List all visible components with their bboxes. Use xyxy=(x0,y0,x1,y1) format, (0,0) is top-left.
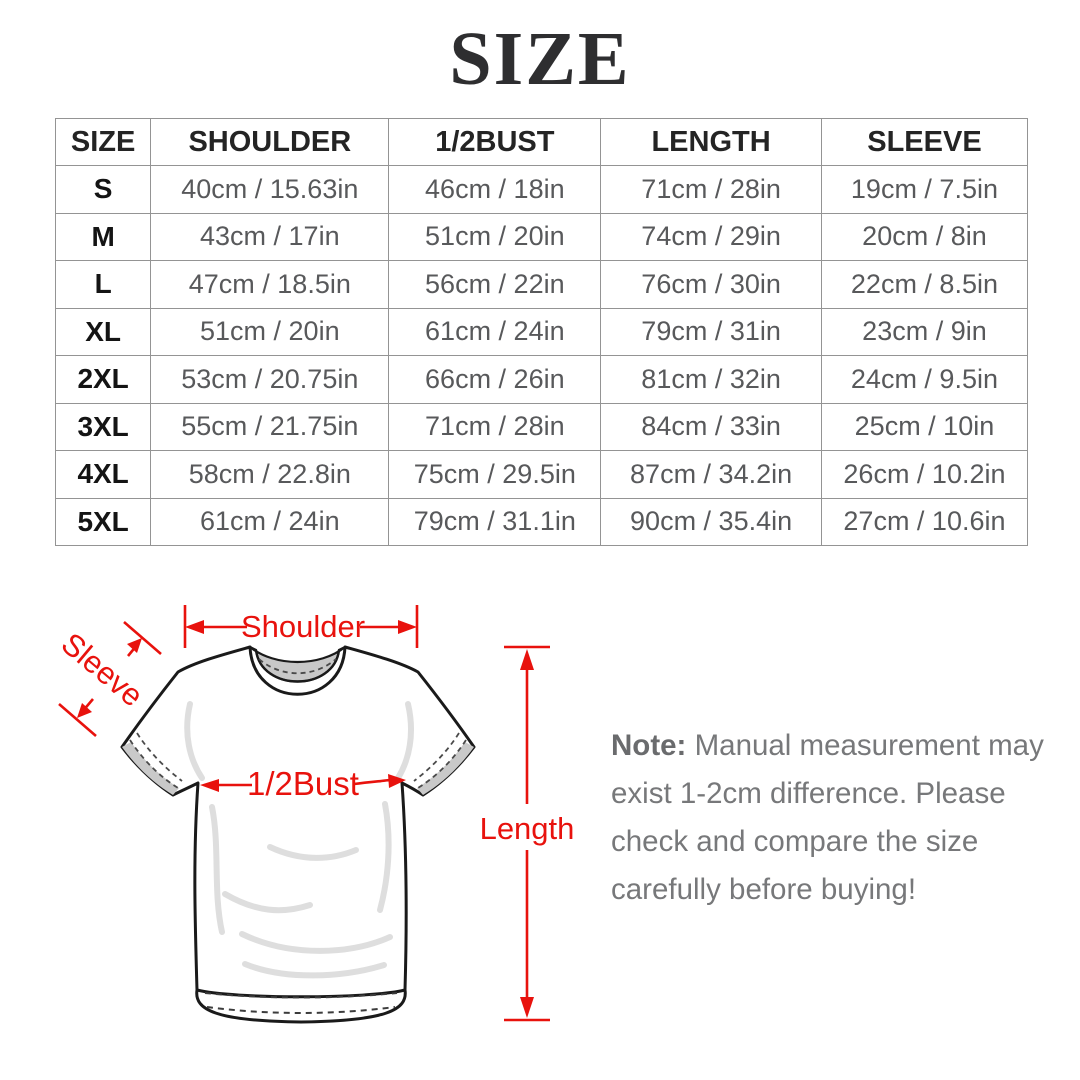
table-row: L 47cm / 18.5in 56cm / 22in 76cm / 30in 22cm… xyxy=(54,260,1029,309)
measurement-cell: 81cm / 32in xyxy=(600,355,822,404)
measurement-cell: 20cm / 8in xyxy=(820,212,1029,261)
measurement-cell: 76cm / 30in xyxy=(600,260,822,309)
measurement-cell: 46cm / 18in xyxy=(388,165,602,214)
shoulder-label: Shoulder xyxy=(241,609,365,644)
measurement-cell: 66cm / 26in xyxy=(388,355,602,404)
table-row: S 40cm / 15.63in 46cm / 18in 71cm / 28in 19c… xyxy=(54,165,1029,214)
header-sleeve: SLEEVE xyxy=(820,118,1029,166)
bust-dimension: 1/2Bust xyxy=(200,765,406,802)
size-cell: XL xyxy=(54,307,152,356)
shoulder-dimension: Shoulder xyxy=(183,605,419,648)
length-dimension: Length xyxy=(480,645,575,1022)
measurement-cell: 74cm / 29in xyxy=(600,212,822,261)
header-shoulder: SHOULDER xyxy=(150,118,390,166)
sleeve-label: Sleeve xyxy=(55,626,150,714)
size-cell: 5XL xyxy=(54,497,152,546)
tshirt-diagram: Shoulder Sleeve 1/2Bust xyxy=(40,592,580,1062)
length-label: Length xyxy=(480,811,575,846)
measurement-cell: 79cm / 31.1in xyxy=(388,497,602,546)
tshirt-illustration: Shoulder Sleeve 1/2Bust xyxy=(55,605,575,1024)
size-cell: S xyxy=(54,165,152,214)
measurement-cell: 27cm / 10.6in xyxy=(820,497,1029,546)
measurement-cell: 22cm / 8.5in xyxy=(820,260,1029,309)
measurement-cell: 75cm / 29.5in xyxy=(388,450,602,499)
size-cell: 2XL xyxy=(54,355,152,404)
size-cell: 4XL xyxy=(54,450,152,499)
measurement-cell: 84cm / 33in xyxy=(600,402,822,451)
note-line: Note: Manual measurement may xyxy=(611,722,1044,770)
table-header-row: SIZE SHOULDER 1/2BUST LENGTH SLEEVE xyxy=(54,118,1029,166)
measurement-cell: 51cm / 20in xyxy=(150,307,390,356)
size-table: SIZE SHOULDER 1/2BUST LENGTH SLEEVE S 40c… xyxy=(54,118,1029,546)
measurement-cell: 24cm / 9.5in xyxy=(820,355,1029,404)
note-line-text: Manual measurement may xyxy=(694,729,1044,762)
measurement-cell: 51cm / 20in xyxy=(388,212,602,261)
measurement-cell: 79cm / 31in xyxy=(600,307,822,356)
measurement-cell: 61cm / 24in xyxy=(388,307,602,356)
measurement-cell: 90cm / 35.4in xyxy=(600,497,822,546)
size-cell: L xyxy=(54,260,152,309)
measurement-cell: 71cm / 28in xyxy=(388,402,602,451)
size-cell: 3XL xyxy=(54,402,152,451)
note-line: check and compare the size xyxy=(611,825,979,858)
measurement-cell: 58cm / 22.8in xyxy=(150,450,390,499)
table-row: XL 51cm / 20in 61cm / 24in 79cm / 31in 23cm … xyxy=(54,307,1029,356)
note-label: Note: xyxy=(611,729,687,762)
size-cell: M xyxy=(54,212,152,261)
measurement-cell: 61cm / 24in xyxy=(150,497,390,546)
measurement-cell: 25cm / 10in xyxy=(820,402,1029,451)
measurement-cell: 19cm / 7.5in xyxy=(820,165,1029,214)
note-text: Note: Manual measurement may exist 1-2cm… xyxy=(611,722,1044,914)
header-size: SIZE xyxy=(54,118,152,166)
table-row: 3XL 55cm / 21.75in 71cm / 28in 84cm / 33in 2… xyxy=(54,402,1029,451)
table-row: 5XL 61cm / 24in 79cm / 31.1in 90cm / 35.4in… xyxy=(54,497,1029,546)
measurement-cell: 87cm / 34.2in xyxy=(600,450,822,499)
measurement-cell: 26cm / 10.2in xyxy=(820,450,1029,499)
table-row: 2XL 53cm / 20.75in 66cm / 26in 81cm / 32in 2… xyxy=(54,355,1029,404)
note-line: exist 1-2cm difference. Please xyxy=(611,777,1006,810)
measurement-cell: 47cm / 18.5in xyxy=(150,260,390,309)
table-row: 4XL 58cm / 22.8in 75cm / 29.5in 87cm / 34.2… xyxy=(54,450,1029,499)
measurement-cell: 56cm / 22in xyxy=(388,260,602,309)
tshirt-body xyxy=(120,645,476,1024)
measurement-cell: 40cm / 15.63in xyxy=(150,165,390,214)
header-length: LENGTH xyxy=(600,118,822,166)
page-title: SIZE xyxy=(449,17,631,101)
measurement-cell: 53cm / 20.75in xyxy=(150,355,390,404)
note-line: carefully before buying! xyxy=(611,873,917,906)
header-bust: 1/2BUST xyxy=(388,118,602,166)
table-row: M 43cm / 17in 51cm / 20in 74cm / 29in 20cm /… xyxy=(54,212,1029,261)
size-table-body: S 40cm / 15.63in 46cm / 18in 71cm / 28in 19c… xyxy=(54,165,1029,546)
measurement-cell: 43cm / 17in xyxy=(150,212,390,261)
bust-label: 1/2Bust xyxy=(247,765,359,802)
measurement-cell: 23cm / 9in xyxy=(820,307,1029,356)
measurement-cell: 71cm / 28in xyxy=(600,165,822,214)
measurement-cell: 55cm / 21.75in xyxy=(150,402,390,451)
